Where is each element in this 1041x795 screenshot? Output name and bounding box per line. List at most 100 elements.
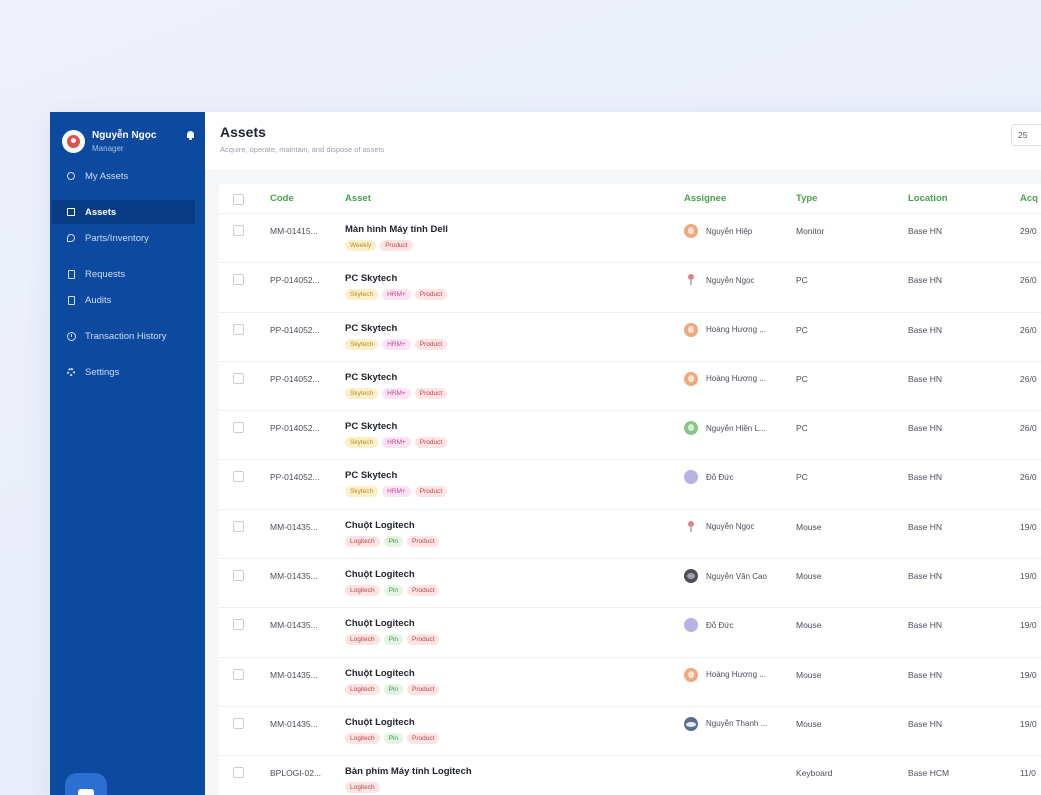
assignee[interactable]: Đỗ Đức xyxy=(684,618,796,633)
asset-type: Mouse xyxy=(796,521,822,532)
table-row[interactable]: MM-01435... Chuột Logitech Logitech Pin Pr… xyxy=(219,559,1041,609)
sidebar-item-audits[interactable]: Audits xyxy=(52,288,195,312)
asset-name[interactable]: Bàn phím Máy tính Logitech xyxy=(345,766,472,778)
assignee-name: Đỗ Đức xyxy=(706,472,734,482)
tag-list: Weekly Product xyxy=(345,240,684,251)
tag-list: Skytech HRM+ Product xyxy=(345,338,684,350)
asset-name[interactable]: PC Skytech xyxy=(345,470,398,482)
asset-code: PP-014052... xyxy=(270,373,320,384)
table-row[interactable]: PP-014052... PC Skytech Skytech HRM+ Produ… xyxy=(219,263,1041,313)
page-size-select[interactable]: 25 xyxy=(1011,124,1041,146)
assignee[interactable]: Nguyễn Ngọc xyxy=(684,520,796,534)
sidebar-item-label: My Assets xyxy=(85,170,129,182)
user-avatar-icon xyxy=(684,667,698,682)
tag-list: Skytech HRM+ Product xyxy=(345,486,684,498)
asset-name[interactable]: Chuột Logitech xyxy=(345,716,415,728)
row-checkbox[interactable] xyxy=(233,372,244,384)
select-all-checkbox[interactable] xyxy=(233,193,244,205)
user-avatar-icon xyxy=(684,273,698,287)
sidebar-item-parts[interactable]: Parts/Inventory xyxy=(52,226,195,250)
tag-badge: Skytech xyxy=(345,338,379,350)
row-checkbox[interactable] xyxy=(233,225,244,236)
circle-icon xyxy=(66,171,76,181)
tag-badge: Product xyxy=(406,683,440,695)
assignee[interactable]: Hoàng Hương ... xyxy=(684,667,796,682)
assignee-name: Đỗ Đức xyxy=(706,620,734,630)
assignee-name: Nguyễn Thanh ... xyxy=(706,719,768,729)
assignee-name: Nguyễn Ngọc xyxy=(706,522,755,532)
asset-name[interactable]: PC Skytech xyxy=(345,273,398,285)
table-row[interactable]: MM-01435... Chuột Logitech Logitech Pin Pr… xyxy=(219,608,1041,658)
acquired-date: 19/0 xyxy=(1020,571,1037,582)
page-subtitle: Acquire, operate, maintain, and dispose … xyxy=(220,145,385,154)
table-row[interactable]: MM-01415... Màn hình Máy tính Dell Weekl… xyxy=(219,214,1041,264)
table-body: MM-01415... Màn hình Máy tính Dell Weekl… xyxy=(219,214,1041,795)
assignee[interactable]: Nguyễn Thanh ... xyxy=(684,716,796,731)
asset-name[interactable]: Chuột Logitech xyxy=(345,569,415,581)
bell-icon[interactable] xyxy=(186,130,195,141)
assignee-name: Nguyễn Hiệp xyxy=(706,226,753,236)
row-checkbox[interactable] xyxy=(233,323,244,335)
tag-badge: Product xyxy=(414,437,448,449)
tag-badge: Skytech xyxy=(345,486,379,498)
assignee[interactable]: Nguyễn Hiệp xyxy=(684,224,796,238)
table-row[interactable]: PP-014052... PC Skytech Skytech HRM+ Produ… xyxy=(219,460,1041,510)
row-checkbox[interactable] xyxy=(233,274,244,286)
row-checkbox[interactable] xyxy=(233,471,244,483)
table-row[interactable]: PP-014052... PC Skytech Skytech HRM+ Produ… xyxy=(219,362,1041,412)
row-checkbox[interactable] xyxy=(233,619,244,631)
column-header-type[interactable]: Type xyxy=(796,193,818,204)
asset-name[interactable]: Màn hình Máy tính Dell xyxy=(345,224,448,235)
column-header-location[interactable]: Location xyxy=(908,193,948,204)
sidebar-item-history[interactable]: Transaction History xyxy=(52,324,195,348)
asset-code: PP-014052... xyxy=(270,324,320,335)
assignee[interactable]: Nguyễn Ngọc xyxy=(684,273,796,287)
row-checkbox[interactable] xyxy=(233,570,244,582)
asset-name[interactable]: PC Skytech xyxy=(345,371,398,383)
sidebar-item-my-assets[interactable]: My Assets xyxy=(52,164,195,188)
column-header-code[interactable]: Code xyxy=(270,193,294,204)
table-row[interactable]: BPLOGI-02... Bàn phím Máy tính Logitech … xyxy=(219,756,1041,795)
row-checkbox[interactable] xyxy=(233,668,244,680)
chat-button[interactable] xyxy=(65,773,107,795)
wrench-icon xyxy=(66,233,76,243)
assignee[interactable]: Nguyễn Hiền L... xyxy=(684,421,796,436)
table-row[interactable]: PP-014052... PC Skytech Skytech HRM+ Produ… xyxy=(219,411,1041,461)
tag-badge: Product xyxy=(414,338,448,350)
column-header-assignee[interactable]: Assignee xyxy=(684,193,727,204)
assignee[interactable]: Nguyễn Văn Cao xyxy=(684,569,796,584)
asset-name[interactable]: Chuột Logitech xyxy=(345,667,415,679)
asset-name[interactable]: Chuột Logitech xyxy=(345,519,415,531)
tag-badge: HRM+ xyxy=(382,387,411,399)
sidebar-item-settings[interactable]: Settings xyxy=(52,360,195,384)
user-avatar-icon xyxy=(684,371,698,386)
audit-document-icon xyxy=(66,295,76,305)
table-row[interactable]: PP-014052... PC Skytech Skytech HRM+ Produ… xyxy=(219,313,1041,362)
user-avatar-icon xyxy=(684,618,698,633)
row-checkbox[interactable] xyxy=(233,767,244,779)
row-checkbox[interactable] xyxy=(233,717,244,729)
acquired-date: 26/0 xyxy=(1020,423,1037,434)
asset-name[interactable]: Chuột Logitech xyxy=(345,618,415,630)
row-checkbox[interactable] xyxy=(233,520,244,532)
table-row[interactable]: MM-01435... Chuột Logitech Logitech Pin Pr… xyxy=(219,658,1041,707)
assignee[interactable]: Đỗ Đức xyxy=(684,470,796,485)
sidebar-item-label: Requests xyxy=(85,268,126,280)
sidebar-item-requests[interactable]: Requests xyxy=(52,262,195,286)
sidebar-item-assets[interactable]: Assets xyxy=(52,200,195,224)
assignee[interactable]: Hoàng Hương ... xyxy=(684,322,796,337)
assignee[interactable]: Hoàng Hương ... xyxy=(684,371,796,386)
column-header-acquired[interactable]: Acq xyxy=(1020,193,1038,204)
row-checkbox[interactable] xyxy=(233,422,244,434)
table-row[interactable]: MM-01435... Chuột Logitech Logitech Pin Pr… xyxy=(219,707,1041,757)
tag-badge: Logitech xyxy=(345,585,380,597)
user-avatar-icon xyxy=(684,569,698,584)
asset-name[interactable]: PC Skytech xyxy=(345,322,398,334)
column-header-asset[interactable]: Asset xyxy=(345,193,371,204)
asset-name[interactable]: PC Skytech xyxy=(345,421,398,433)
user-profile[interactable]: Nguyễn Ngọc Manager xyxy=(50,112,205,160)
table-row[interactable]: MM-01435... Chuột Logitech Logitech Pin Pr… xyxy=(219,510,1041,560)
asset-type: PC xyxy=(796,472,808,483)
asset-code: BPLOGI-02... xyxy=(270,768,322,779)
assignee-name: Nguyễn Hiền L... xyxy=(706,423,766,433)
